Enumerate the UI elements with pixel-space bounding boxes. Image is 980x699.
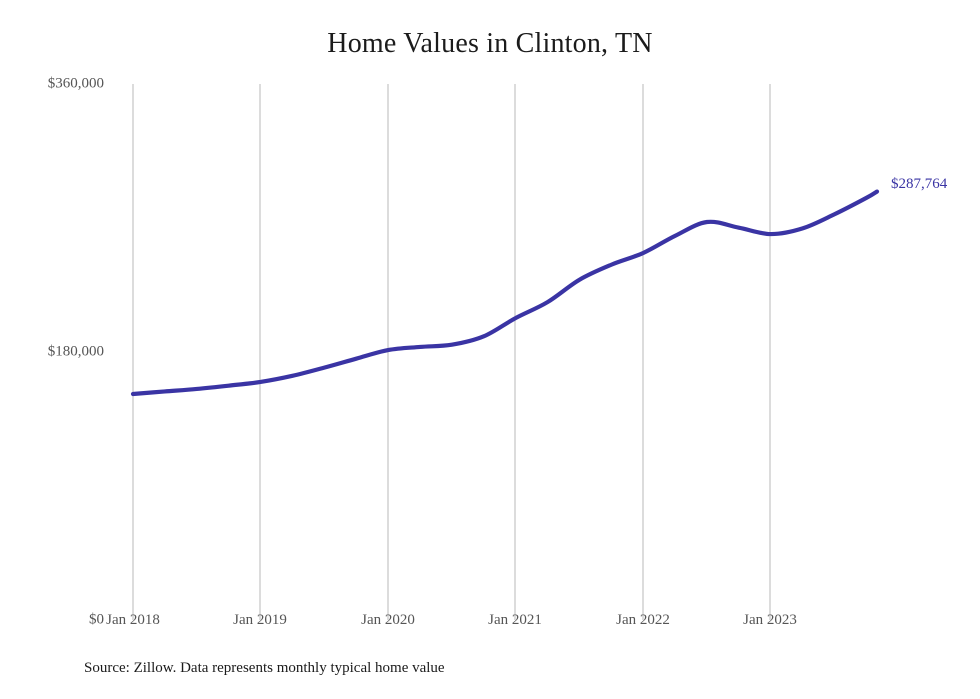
- ytick-label-180000: $180,000: [47, 343, 104, 360]
- ytick-label-0: $0: [89, 611, 104, 628]
- endpoint-value-label: $287,764: [891, 175, 948, 192]
- xtick-label-jan-2023: Jan 2023: [743, 612, 797, 628]
- xtick-label-jan-2018: Jan 2018: [106, 612, 160, 628]
- gridlines: [132, 84, 771, 620]
- xtick-label-jan-2021: Jan 2021: [488, 612, 542, 628]
- series-line-typical-home-value: [130, 189, 880, 397]
- xtick-label-jan-2019: Jan 2019: [233, 612, 287, 628]
- chart-title: Home Values in Clinton, TN: [327, 28, 653, 59]
- source-note: Source: Zillow. Data represents monthly …: [84, 660, 445, 676]
- xtick-label-jan-2020: Jan 2020: [361, 612, 415, 628]
- ytick-label-360000: $360,000: [47, 75, 104, 92]
- xtick-label-jan-2022: Jan 2022: [616, 612, 670, 628]
